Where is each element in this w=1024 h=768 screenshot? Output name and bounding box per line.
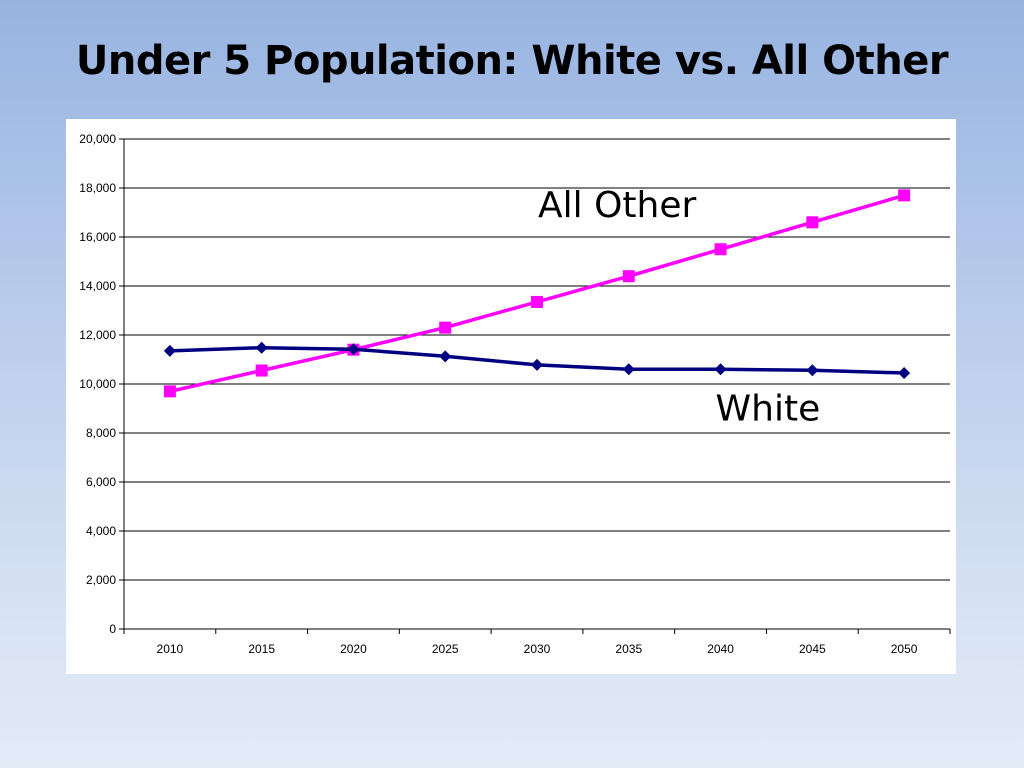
y-tick-label: 2,000 bbox=[86, 573, 116, 587]
y-tick-label: 16,000 bbox=[79, 230, 116, 244]
data-point-white bbox=[347, 343, 360, 356]
y-tick-label: 10,000 bbox=[79, 377, 116, 391]
data-point-all-other bbox=[255, 364, 268, 377]
gridlines bbox=[124, 138, 950, 581]
y-tick-label: 4,000 bbox=[86, 524, 116, 538]
series-label-white: White bbox=[716, 389, 821, 430]
x-tick-label: 2030 bbox=[524, 642, 551, 656]
data-point-all-other bbox=[163, 385, 176, 398]
series-lines bbox=[163, 189, 911, 398]
y-tick-label: 6,000 bbox=[86, 475, 116, 489]
y-tick-label: 0 bbox=[109, 622, 116, 636]
x-tick-label: 2015 bbox=[248, 642, 275, 656]
data-point-all-other bbox=[622, 270, 635, 283]
data-point-white bbox=[622, 363, 635, 376]
data-point-white bbox=[163, 344, 176, 357]
y-tick-label: 12,000 bbox=[79, 328, 116, 342]
y-tick-label: 14,000 bbox=[79, 279, 116, 293]
slide-title: Under 5 Population: White vs. All Other bbox=[75, 38, 949, 84]
series-label-all-other: All Other bbox=[538, 185, 696, 226]
y-tick-label: 20,000 bbox=[79, 132, 116, 146]
data-point-all-other bbox=[531, 295, 543, 308]
data-point-all-other bbox=[439, 321, 452, 334]
x-tick-label: 2045 bbox=[799, 642, 826, 656]
line-chart: 0 2,000 4,000 6,000 8,000 10,000 12,000 14,000 1… bbox=[79, 132, 951, 656]
data-point-white bbox=[806, 364, 819, 377]
data-point-all-other bbox=[806, 216, 819, 229]
chart-panel: 0 2,000 4,000 6,000 8,000 10,000 12,000 14,000 1… bbox=[66, 119, 956, 674]
data-point-white bbox=[898, 366, 911, 379]
x-tick-label: 2010 bbox=[157, 642, 184, 656]
y-tick-label: 18,000 bbox=[79, 181, 116, 195]
x-tick-label: 2035 bbox=[615, 642, 642, 656]
x-tick-label: 2040 bbox=[707, 642, 734, 656]
y-tick-label: 8,000 bbox=[86, 426, 116, 440]
x-tick-label: 2020 bbox=[340, 642, 367, 656]
data-point-white bbox=[439, 350, 452, 363]
data-point-white bbox=[714, 363, 727, 376]
data-point-white bbox=[531, 358, 543, 371]
series-labels: All Other White bbox=[538, 185, 820, 429]
x-tick-label: 2025 bbox=[432, 642, 459, 656]
data-point-all-other bbox=[714, 243, 727, 256]
data-point-white bbox=[255, 341, 268, 354]
axes: 0 2,000 4,000 6,000 8,000 10,000 12,000 14,000 1… bbox=[79, 132, 951, 656]
x-tick-label: 2050 bbox=[891, 642, 918, 656]
data-point-all-other bbox=[898, 189, 911, 202]
